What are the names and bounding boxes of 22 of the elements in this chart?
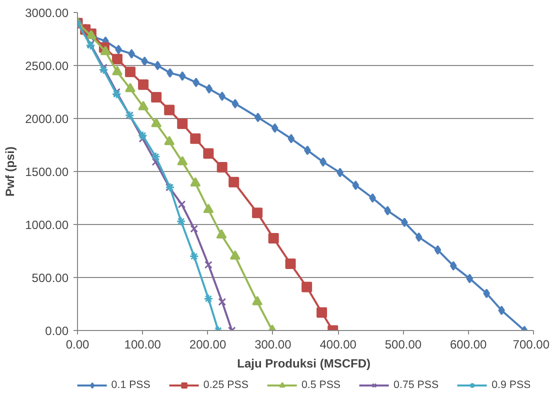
legend-label: 0.75 PSS (394, 379, 439, 391)
y-axis-title: Pwf (psi) (3, 146, 18, 196)
legend-label: 0.25 PSS (203, 379, 248, 391)
x-tick-label: 200.00 (189, 338, 226, 352)
x-tick-label: 600.00 (450, 338, 488, 352)
x-axis-title: Laju Produksi (MSCFD) (237, 356, 371, 370)
y-tick-label: 1000.00 (25, 218, 69, 232)
x-tick-label: 400.00 (320, 338, 357, 352)
legend-label: 0.1 PSS (111, 379, 150, 391)
y-tick-label: 2000.00 (25, 112, 69, 126)
y-tick-label: 1500.00 (25, 165, 69, 179)
legend-label: 0.9 PSS (492, 379, 531, 391)
x-tick-label: 100.00 (124, 338, 162, 352)
x-tick-label: 0.00 (66, 338, 90, 352)
x-tick-label: 700.00 (512, 338, 550, 352)
x-tick-label: 500.00 (384, 338, 422, 352)
x-tick-label: 300.00 (254, 338, 292, 352)
y-tick-label: 2500.00 (25, 59, 69, 73)
y-tick-label: 3000.00 (25, 6, 69, 20)
y-tick-label: 0.00 (45, 324, 69, 338)
legend-label: 0.5 PSS (301, 379, 341, 391)
y-tick-label: 500.00 (32, 271, 69, 285)
